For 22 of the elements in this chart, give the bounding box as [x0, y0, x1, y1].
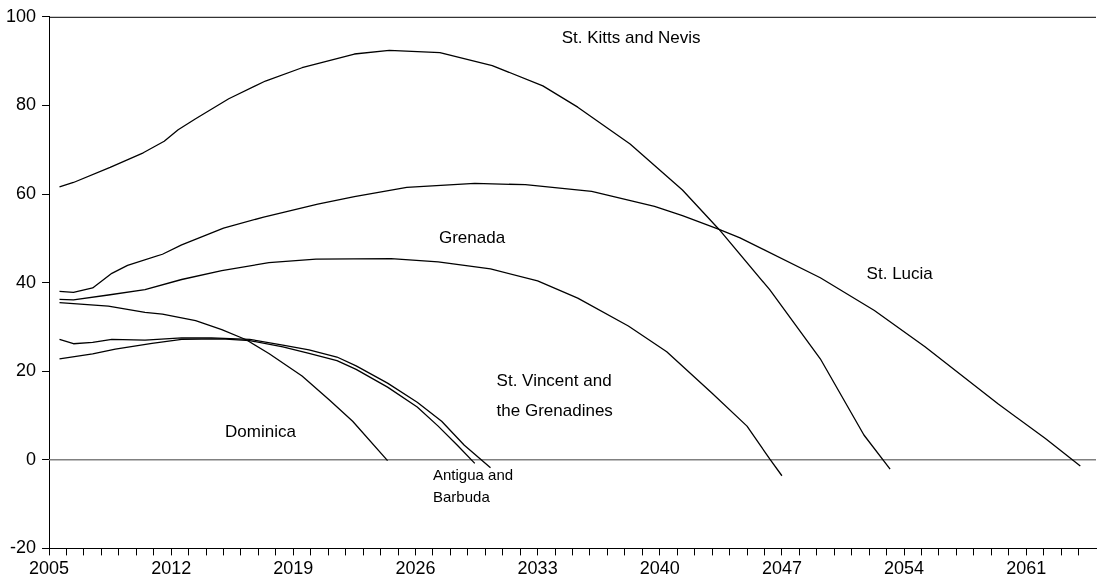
x-tick-label: 2019 [273, 558, 314, 579]
y-tick-label: 0 [26, 448, 37, 469]
x-tick-label: 2012 [151, 558, 192, 579]
x-tick-label: 2005 [29, 558, 70, 579]
x-tick-label: 2054 [884, 558, 925, 579]
x-tick-label: 2047 [761, 558, 802, 579]
x-tick-label: 2026 [395, 558, 436, 579]
text: St. Vincent and the Grenadines [496, 370, 613, 420]
series-label: St. Lucia [866, 263, 934, 283]
x-tick-label: 2040 [639, 558, 680, 579]
y-tick-label: 80 [16, 94, 37, 115]
x-tick-label: 2061 [1006, 558, 1047, 579]
y-tick-label: 100 [5, 5, 37, 26]
y-tick-label: 20 [16, 360, 37, 381]
text: St. Kitts and Nevis [561, 27, 701, 47]
series-label: Antigua and Barbuda [433, 466, 514, 506]
series-label: Grenada [438, 227, 506, 247]
y-tick-label: 40 [16, 271, 37, 292]
y-tick-label: -20 [10, 537, 37, 558]
y-tick-label: 60 [16, 182, 37, 203]
text: Dominica [225, 421, 297, 441]
x-tick-label: 2033 [517, 558, 558, 579]
